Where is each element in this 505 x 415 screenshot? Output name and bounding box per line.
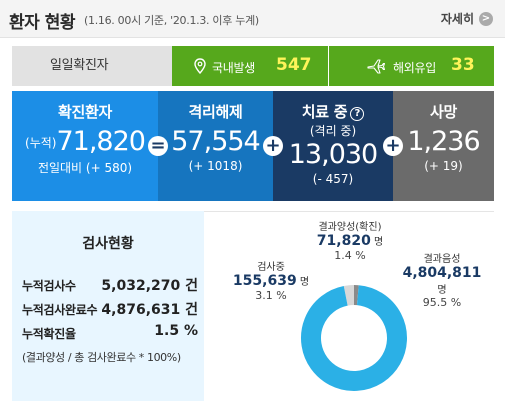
legend-label: 검사중 [257, 262, 285, 273]
test-row-label: 누적검사완료수 [22, 303, 98, 317]
legend-value: 155,639 [232, 273, 297, 289]
treating-value: 13,030 [288, 139, 378, 170]
confirmed-number: (누적)71,820 [12, 126, 158, 157]
location-pin-icon [194, 58, 206, 74]
daily-confirmed-bar: 국내발생 547 해외유입 33 일일확진자 [12, 46, 494, 86]
header-bar: 환자 현황 (1.16. 00시 기준, '20.1.3. 이후 누계) 자세히… [0, 0, 505, 38]
released-title: 격리해제 [188, 103, 243, 121]
legend-unit: 명 [299, 277, 310, 288]
test-results-donut-chart [301, 285, 407, 391]
test-row-value: 5,032,270 건 [101, 278, 198, 294]
released-change: (+ 1018) [188, 159, 243, 173]
imported-segment: 해외유입 33 [329, 46, 494, 86]
confirmed-box: 확진환자 (누적)71,820 전일대비 (+ 580) [12, 91, 158, 201]
legend-percent: 1.4 % [334, 249, 366, 262]
test-title: 검사현황 [82, 236, 134, 252]
page-title: 환자 현황 [9, 13, 75, 33]
legend-value: 4,804,811 [402, 265, 482, 281]
confirmed-value: 71,820 [56, 126, 145, 157]
deaths-box: 사망 1,236 (+ 19) [393, 91, 494, 201]
domestic-value: 547 [276, 55, 312, 75]
domestic-label: 국내발생 [212, 61, 255, 75]
confirmed-title: 확진환자 [57, 103, 112, 121]
test-row-value: 1.5 % [154, 323, 198, 339]
deaths-title: 사망 [429, 103, 457, 121]
chevron-right-icon: > [479, 11, 493, 26]
daily-label-arrow [158, 46, 172, 86]
test-row-label: 누적확진율 [22, 327, 76, 341]
donut-slice [343, 285, 355, 306]
daily-label: 일일확진자 [12, 46, 172, 86]
plus-symbol-1: + [263, 136, 283, 156]
question-icon[interactable]: ? [350, 107, 365, 121]
legend-positive: 결과양성(확진) 71,820 명 1.4 % [304, 218, 396, 262]
treating-change: (- 457) [312, 172, 354, 186]
confirmed-prefix: (누적) [25, 136, 57, 150]
plus-symbol-2: + [383, 136, 403, 156]
detail-label: 자세히 [440, 12, 474, 26]
legend-percent: 3.1 % [255, 289, 287, 302]
treating-title-row: 치료 중? [273, 101, 393, 122]
equals-symbol: = [148, 136, 168, 156]
test-row-label: 누적검사수 [22, 279, 76, 293]
test-summary: 검사현황 누적검사수 5,032,270 건 누적검사완료수 4,876,631… [12, 211, 204, 401]
detail-link[interactable]: 자세히 > [441, 10, 493, 27]
deaths-value: 1,236 [407, 126, 480, 157]
page-subtitle: (1.16. 00시 기준, '20.1.3. 이후 누계) [84, 14, 259, 27]
treating-title: 치료 중 [301, 103, 348, 121]
released-value: 57,554 [171, 126, 260, 157]
airplane-icon [367, 59, 385, 74]
test-rate-note: (결과양성 / 총 검사완료수 * 100%) [22, 351, 181, 364]
test-row-value: 4,876,631 건 [101, 302, 198, 318]
deaths-change: (+ 19) [424, 159, 463, 173]
donut-slice [301, 285, 407, 391]
treating-subtitle: (격리 중) [309, 124, 357, 138]
released-box: 격리해제 57,554 (+ 1018) [158, 91, 273, 201]
confirmed-change: 전일대비 (+ 580) [37, 161, 133, 175]
legend-label: 결과음성 [423, 254, 461, 265]
legend-testing: 검사중 155,639 명 3.1 % [232, 258, 310, 302]
legend-value: 71,820 [316, 233, 371, 249]
legend-unit: 명 [374, 237, 384, 248]
legend-unit: 명 [437, 285, 447, 296]
imported-label: 해외유입 [393, 61, 436, 75]
legend-label: 결과양성(확진) [318, 222, 382, 233]
domestic-segment: 국내발생 547 [158, 46, 328, 86]
legend-negative: 결과음성 4,804,811 명 95.5 % [394, 250, 490, 309]
legend-percent: 95.5 % [422, 296, 462, 309]
treating-box: 치료 중? (격리 중) 13,030 (- 457) [273, 91, 393, 201]
imported-value: 33 [451, 55, 475, 75]
